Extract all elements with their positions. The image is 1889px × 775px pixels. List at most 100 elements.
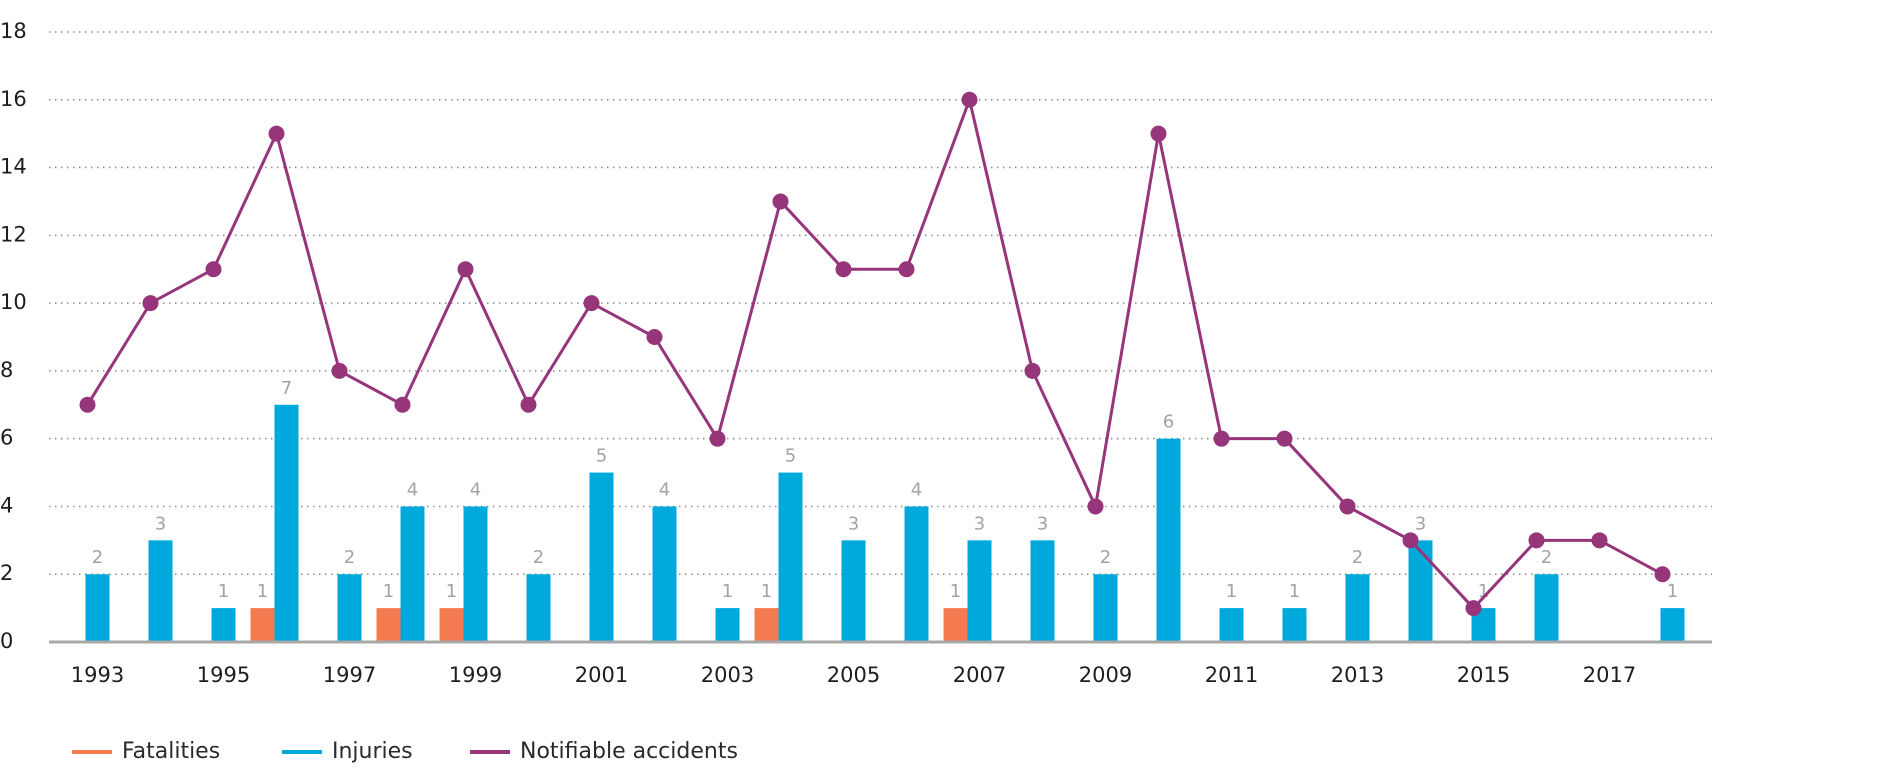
value-label: 4	[470, 479, 481, 500]
point	[1024, 362, 1041, 379]
value-label: 1	[1289, 581, 1300, 602]
x-tick-label: 2009	[1079, 663, 1132, 687]
x-tick-label: 2001	[575, 663, 628, 687]
value-label: 2	[533, 547, 544, 568]
x-tick-label: 2017	[1583, 663, 1636, 687]
bar	[715, 608, 740, 642]
value-label: 1	[383, 581, 394, 602]
bar	[274, 404, 299, 642]
point	[1213, 430, 1230, 447]
bar	[1282, 608, 1307, 642]
point	[79, 396, 96, 413]
point	[1402, 532, 1419, 549]
y-tick-label: 0	[0, 629, 13, 653]
x-tick-label: 2015	[1457, 663, 1510, 687]
point	[1150, 125, 1167, 142]
value-label: 3	[974, 513, 985, 534]
value-label: 4	[659, 479, 670, 500]
bar	[148, 540, 173, 642]
point	[1276, 430, 1293, 447]
point	[394, 396, 411, 413]
point	[331, 362, 348, 379]
value-label: 1	[761, 581, 772, 602]
line	[86, 94, 1664, 611]
bar	[337, 574, 362, 642]
y-tick-label: 14	[0, 155, 27, 179]
bar	[463, 506, 488, 642]
point	[1528, 532, 1545, 549]
point	[1465, 600, 1482, 617]
bar	[85, 574, 110, 642]
y-tick-label: 10	[0, 290, 27, 314]
y-tick-label: 16	[0, 87, 27, 111]
point	[1654, 566, 1671, 583]
bar	[1534, 574, 1559, 642]
value-label: 3	[1037, 513, 1048, 534]
x-tick-label: 1997	[323, 663, 376, 687]
point	[268, 125, 285, 142]
legend-label: Injuries	[332, 739, 413, 764]
point	[583, 295, 600, 312]
point	[646, 329, 663, 345]
x-tick-label: 1999	[449, 663, 502, 687]
point	[772, 193, 789, 210]
point	[205, 261, 222, 278]
value-label: 2	[1100, 547, 1111, 568]
point	[142, 295, 159, 312]
y-tick-label: 8	[0, 358, 13, 382]
bar	[526, 574, 551, 642]
x-tick-label: 2003	[701, 663, 754, 687]
bar	[652, 506, 677, 642]
value-label: 4	[911, 479, 922, 500]
value-label: 3	[848, 513, 859, 534]
x-tick-label: 2011	[1205, 663, 1258, 687]
point	[1591, 532, 1608, 549]
legend-label: Fatalities	[122, 739, 220, 764]
point	[1087, 498, 1104, 515]
bar	[589, 472, 614, 642]
bar	[1345, 574, 1370, 642]
value-label: 2	[1352, 547, 1363, 568]
point	[709, 430, 726, 447]
point	[898, 261, 915, 278]
bar	[250, 608, 275, 642]
bar	[967, 540, 992, 642]
bar	[376, 608, 401, 642]
value-label: 1	[446, 581, 457, 602]
value-label: 3	[155, 513, 166, 534]
y-tick-label: 18	[0, 19, 27, 43]
value-label: 5	[596, 446, 607, 467]
y-tick-label: 4	[0, 493, 13, 517]
x-tick-label: 2013	[1331, 663, 1384, 687]
point	[1339, 498, 1356, 515]
value-label: 7	[281, 378, 292, 399]
value-label: 1	[1667, 581, 1678, 602]
value-label: 2	[344, 547, 355, 568]
bar	[1660, 608, 1685, 642]
value-label: 1	[722, 581, 733, 602]
value-label: 1	[1226, 581, 1237, 602]
bar	[1408, 540, 1433, 642]
x-tick-label: 1995	[197, 663, 250, 687]
value-label: 5	[785, 446, 796, 467]
bar	[943, 608, 968, 642]
bar	[841, 540, 866, 642]
bar	[778, 472, 803, 642]
value-label: 1	[950, 581, 961, 602]
bar	[754, 608, 779, 642]
value-label: 1	[218, 581, 229, 602]
bar	[1219, 608, 1244, 642]
x-tick-label: 2007	[953, 663, 1006, 687]
point	[520, 396, 537, 413]
bar	[439, 608, 464, 642]
bar	[1156, 438, 1181, 642]
point	[457, 261, 474, 278]
value-label: 2	[92, 547, 103, 568]
point	[835, 261, 852, 278]
value-label: 3	[1415, 513, 1426, 534]
value-label: 1	[1478, 581, 1489, 602]
y-tick-label: 12	[0, 222, 27, 246]
value-label: 1	[257, 581, 268, 602]
bar	[1093, 574, 1118, 642]
